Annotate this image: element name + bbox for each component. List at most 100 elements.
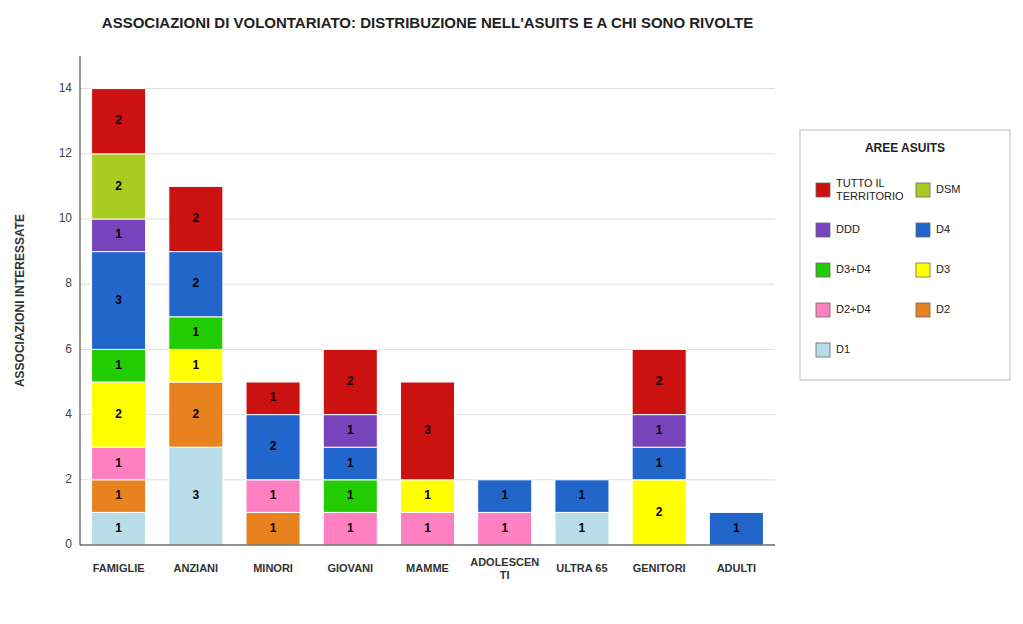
bar-segment [92,154,146,219]
bar-segment [246,415,300,480]
legend-swatch [916,303,930,317]
x-tick-label: ADOLESCENTI [470,555,539,580]
x-axis-line [80,545,775,546]
y-tick-label: 6 [65,342,72,356]
legend-entry: TUTTO ILTERRITORIO [836,176,904,201]
bar-segment [555,479,609,480]
data-label: 1 [115,456,122,470]
bar-segment [400,480,454,513]
data-label: 3 [192,488,199,502]
bar-segment [632,415,686,448]
bar-segment [246,382,300,415]
bar-segment [169,317,223,350]
y-axis-line [80,56,81,545]
bar-segment [478,479,532,480]
bar-segment [92,382,146,447]
bar-segment [92,480,146,513]
data-label: 1 [424,521,431,535]
bars [92,89,764,545]
bar-segment [246,512,300,545]
bar-segment [92,252,146,350]
bar-segment [478,479,532,480]
legend-entry: D3+D4 [836,263,871,275]
y-tick-label: 4 [65,407,72,421]
x-tick-label: ANZIANI [174,562,219,574]
bar-segment [169,186,223,251]
legend-swatch [916,223,930,237]
bar-segment [92,89,146,154]
data-label: 2 [115,179,122,193]
legend-swatch [816,303,830,317]
y-tick-label: 14 [59,81,73,95]
data-label: 2 [115,113,122,127]
data-label: 3 [424,423,431,437]
data-label: 1 [347,488,354,502]
bar-segment [323,415,377,448]
bar-segment [323,349,377,414]
data-label: 1 [192,325,199,339]
data-label: 1 [115,227,122,241]
data-label: 2 [270,439,277,453]
data-label: 1 [347,521,354,535]
chart: ASSOCIAZIONI DI VOLONTARIATO: DISTRIBUZI… [0,0,1023,624]
bar-segment [632,349,686,414]
bar-segment [709,512,763,513]
data-label: 1 [579,521,586,535]
y-tick-label: 2 [65,472,72,486]
legend-entry: D2+D4 [836,303,871,315]
legend-entry: D2 [936,303,950,315]
legend-entry: D3 [936,263,950,275]
legend-entry: D4 [936,223,950,235]
legend-swatch [916,183,930,197]
bar-segment [555,512,609,545]
bar-segment [478,480,532,513]
data-label: 2 [115,407,122,421]
bar-segment [632,480,686,545]
legend-title: AREE ASUITS [865,141,945,155]
x-tick-label: GENITORI [633,562,686,574]
y-tick-label: 8 [65,276,72,290]
legend-frame [800,130,1010,380]
data-label: 1 [270,488,277,502]
bar-segment [709,512,763,513]
x-tick-label: MINORI [253,562,293,574]
bar-segment [709,512,763,545]
bar-segment [169,382,223,447]
data-label: 1 [424,488,431,502]
y-tick-label: 12 [59,146,73,160]
legend-swatch [916,263,930,277]
legend-entry: D1 [836,343,850,355]
data-label: 1 [192,358,199,372]
bar-segment [478,479,532,480]
data-label: 2 [656,374,663,388]
bar-segment [169,447,223,545]
bar-segment [555,479,609,480]
x-tick-label: GIOVANI [327,562,373,574]
data-label: 1 [656,423,663,437]
data-label: 1 [347,423,354,437]
bar-segment [478,512,532,545]
bar-segment [169,349,223,382]
bar-segment [169,252,223,317]
legend-swatch [816,343,830,357]
legend: AREE ASUITSTUTTO ILTERRITORIODSMDDDD4D3+… [800,130,1010,380]
data-label: 1 [270,390,277,404]
grid-line [80,545,775,546]
bar-segment [323,447,377,480]
bar-segment [246,480,300,513]
data-label: 2 [192,276,199,290]
data-label: 2 [347,374,354,388]
grid-line [80,153,775,154]
data-label: 2 [192,407,199,421]
legend-swatch [816,223,830,237]
grid-line [80,88,775,89]
y-tick-label: 0 [65,537,72,551]
bar-segment [323,480,377,513]
data-label: 1 [656,456,663,470]
data-label: 1 [501,488,508,502]
bar-segment [92,447,146,480]
data-label: 1 [115,358,122,372]
bar-segment [400,382,454,480]
x-tick-label: MAMME [406,562,449,574]
y-axis-label: ASSOCIAZIONI INTERESSATE [13,214,27,387]
